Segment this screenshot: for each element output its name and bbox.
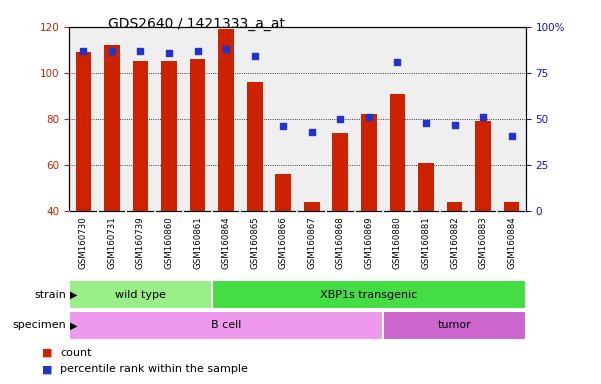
Bar [504, 202, 519, 211]
Point [107, 48, 117, 54]
Text: GSM160867: GSM160867 [307, 217, 316, 269]
Text: strain: strain [34, 290, 66, 300]
Text: ▶: ▶ [70, 290, 77, 300]
Bar [383, 311, 526, 340]
Bar [418, 163, 434, 211]
Bar [133, 61, 148, 211]
Point [307, 129, 317, 135]
Bar [361, 114, 377, 211]
Text: GSM160880: GSM160880 [393, 217, 402, 269]
Bar [69, 280, 212, 309]
Point [450, 121, 459, 127]
Text: GSM160882: GSM160882 [450, 217, 459, 269]
Point [79, 48, 88, 54]
Point [392, 59, 402, 65]
Bar [190, 59, 206, 211]
Point [278, 123, 288, 129]
Text: specimen: specimen [13, 320, 66, 331]
Text: GSM160865: GSM160865 [250, 217, 259, 269]
Bar [104, 45, 120, 211]
Text: GDS2640 / 1421333_a_at: GDS2640 / 1421333_a_at [108, 17, 285, 31]
Text: GSM160881: GSM160881 [421, 217, 430, 269]
Text: percentile rank within the sample: percentile rank within the sample [60, 364, 248, 374]
Bar [218, 29, 234, 211]
Text: ■: ■ [42, 364, 52, 374]
Text: GSM160739: GSM160739 [136, 217, 145, 269]
Bar [275, 174, 291, 211]
Bar [332, 133, 348, 211]
Bar [69, 311, 383, 340]
Text: GSM160861: GSM160861 [193, 217, 202, 269]
Point [221, 46, 231, 52]
Bar [447, 202, 462, 211]
Text: GSM160864: GSM160864 [222, 217, 231, 269]
Bar [161, 61, 177, 211]
Point [478, 114, 488, 120]
Point [335, 116, 345, 122]
Text: GSM160731: GSM160731 [108, 217, 117, 269]
Text: count: count [60, 348, 91, 358]
Text: GSM160884: GSM160884 [507, 217, 516, 269]
Bar [304, 202, 320, 211]
Text: GSM160730: GSM160730 [79, 217, 88, 269]
Text: ▶: ▶ [70, 320, 77, 331]
Text: wild type: wild type [115, 290, 166, 300]
Point [421, 120, 431, 126]
Text: B cell: B cell [211, 320, 242, 331]
Point [507, 132, 516, 139]
Text: ■: ■ [42, 348, 52, 358]
Bar [76, 52, 91, 211]
Point [364, 114, 374, 120]
Bar [475, 121, 491, 211]
Text: XBP1s transgenic: XBP1s transgenic [320, 290, 418, 300]
Text: GSM160883: GSM160883 [478, 217, 487, 269]
Point [193, 48, 203, 54]
Point [164, 50, 174, 56]
Bar [212, 280, 526, 309]
Bar [389, 94, 405, 211]
Point [136, 48, 145, 54]
Text: GSM160869: GSM160869 [364, 217, 373, 269]
Bar [247, 82, 263, 211]
Point [250, 53, 260, 60]
Text: GSM160866: GSM160866 [279, 217, 288, 269]
Text: GSM160868: GSM160868 [336, 217, 345, 269]
Text: tumor: tumor [438, 320, 471, 331]
Text: GSM160860: GSM160860 [165, 217, 174, 269]
